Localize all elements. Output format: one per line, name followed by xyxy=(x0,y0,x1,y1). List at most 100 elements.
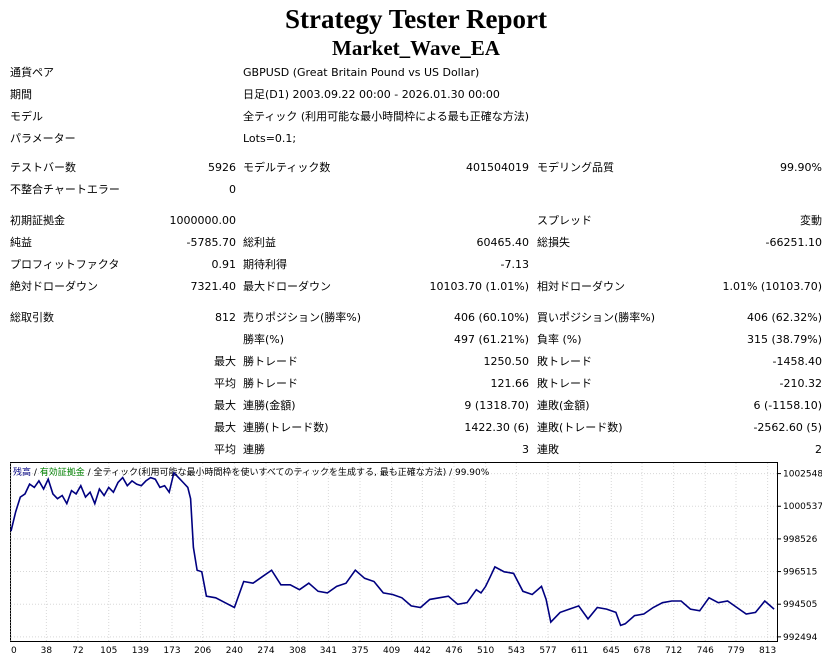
legend-part: / 全ティック(利用可能な最小時間枠を使いすべてのティックを生成する, 最も正確… xyxy=(85,466,449,478)
largest-profit-label: 勝トレード xyxy=(243,355,298,368)
x-tick-label: 645 xyxy=(603,646,620,656)
grossloss-label: 総損失 xyxy=(537,236,570,249)
y-tick-label: 1000537 xyxy=(783,502,822,512)
model-value: 全ティック (利用可能な最小時間枠による最も正確な方法) xyxy=(243,110,530,123)
maxdd-value: 10103.70 (1.01%) xyxy=(429,280,529,293)
long-value: 406 (62.32%) xyxy=(746,311,822,324)
x-tick-label: 375 xyxy=(351,646,368,656)
grossloss-value: -66251.10 xyxy=(765,236,822,249)
absdd-label: 絶対ドローダウン xyxy=(10,280,98,293)
max-cons-profit-value: 1422.30 (6) xyxy=(464,421,529,434)
long-label: 買いポジション(勝率%) xyxy=(537,311,656,324)
x-tick-label: 611 xyxy=(571,646,588,656)
chart-legend: 残高 / 有効証拠金 / 全ティック(利用可能な最小時間枠を使いすべてのティック… xyxy=(13,466,490,478)
x-tick-label: 712 xyxy=(665,646,682,656)
grossprofit-value: 60465.40 xyxy=(476,236,530,249)
x-tick-label: 746 xyxy=(697,646,714,656)
balance-line xyxy=(10,471,775,627)
x-tick-label: 173 xyxy=(163,646,180,656)
ea-name: Market_Wave_EA xyxy=(332,36,500,60)
maximal-word: 最大 xyxy=(214,421,236,434)
maximum-word: 最大 xyxy=(214,399,236,412)
max-cons-profit-label: 連勝(トレード数) xyxy=(243,421,329,434)
x-tick-label: 105 xyxy=(100,646,117,656)
x-tick-label: 72 xyxy=(72,646,83,656)
y-tick-label: 994505 xyxy=(783,600,817,610)
y-tick-label: 996515 xyxy=(783,568,817,578)
period-value: 日足(D1) 2003.09.22 00:00 - 2026.01.30 00:… xyxy=(243,88,500,101)
pf-value: 0.91 xyxy=(211,258,237,271)
absdd-value: 7321.40 xyxy=(190,280,237,293)
legend-part: / xyxy=(31,468,40,478)
spread-value: 変動 xyxy=(800,214,822,227)
avg-cons-wins-value: 3 xyxy=(522,443,529,456)
legend-part: 有効証拠金 xyxy=(40,466,85,478)
largest-word: 最大 xyxy=(214,355,236,368)
trades-value: 812 xyxy=(215,311,236,324)
y-tick-label: 998526 xyxy=(783,535,818,545)
loss-trades-value: 315 (38.79%) xyxy=(746,333,822,346)
x-tick-label: 240 xyxy=(226,646,243,656)
max-cons-loss-label: 連敗(トレード数) xyxy=(537,421,623,434)
x-tick-label: 0 xyxy=(11,646,17,656)
symbol-label: 通貨ペア xyxy=(10,66,54,79)
quality-label: モデリング品質 xyxy=(537,161,614,174)
y-axis-labels: 992494 994505 996515 998526 1000537 1002548 xyxy=(783,470,822,643)
max-cons-loss-value: -2562.60 (5) xyxy=(753,421,822,434)
plot-frame xyxy=(10,462,778,642)
avg-cons-losses-label: 連敗 xyxy=(537,443,559,456)
avg-loss-value: -210.32 xyxy=(779,377,822,390)
trades-label: 総取引数 xyxy=(10,311,54,324)
profit-trades-value: 497 (61.21%) xyxy=(453,333,529,346)
payoff-value: -7.13 xyxy=(500,258,529,271)
y-tick-label: 992494 xyxy=(783,633,818,643)
reldd-value: 1.01% (10103.70) xyxy=(722,280,822,293)
x-tick-label: 442 xyxy=(414,646,431,656)
x-tick-label: 678 xyxy=(633,646,650,656)
largest-loss-label: 敗トレード xyxy=(537,355,592,368)
mismatch-label: 不整合チャートエラー xyxy=(10,183,120,196)
x-tick-label: 206 xyxy=(194,646,211,656)
avg-cons-wins-label: 連勝 xyxy=(243,443,265,456)
deposit-label: 初期証拠金 xyxy=(10,214,65,227)
report-title: Strategy Tester Report xyxy=(285,4,547,34)
x-tick-label: 274 xyxy=(257,646,274,656)
bars-label: テストバー数 xyxy=(10,161,76,174)
pf-label: プロフィットファクタ xyxy=(10,258,120,271)
x-axis-labels: 0 38 72 105 139 173 206 240 274 308 341 375 409 442 47… xyxy=(11,646,776,656)
x-tick-label: 510 xyxy=(477,646,494,656)
ticks-value: 401504019 xyxy=(466,161,529,174)
bars-value: 5926 xyxy=(208,161,236,174)
ticks-label: モデルティック数 xyxy=(243,161,331,174)
y-tick-label: 1002548 xyxy=(783,470,822,480)
x-tick-label: 476 xyxy=(445,646,462,656)
avg-cons-word: 平均 xyxy=(214,443,236,456)
profit-trades-label: 勝率(%) xyxy=(243,333,285,346)
netprofit-value: -5785.70 xyxy=(186,236,236,249)
average-word: 平均 xyxy=(214,377,236,390)
model-label: モデル xyxy=(10,110,43,123)
x-tick-label: 341 xyxy=(320,646,337,656)
maxdd-label: 最大ドローダウン xyxy=(243,280,331,293)
mismatch-value: 0 xyxy=(229,183,236,196)
x-tick-label: 38 xyxy=(41,646,53,656)
largest-profit-value: 1250.50 xyxy=(483,355,530,368)
max-cons-losses-label: 連敗(金額) xyxy=(537,399,590,412)
x-tick-label: 308 xyxy=(289,646,306,656)
x-tick-label: 409 xyxy=(383,646,400,656)
symbol-value: GBPUSD (Great Britain Pound vs US Dollar… xyxy=(243,66,480,79)
balance-chart: 992494 994505 996515 998526 1000537 1002548 0… xyxy=(10,462,822,656)
avg-profit-value: 121.66 xyxy=(490,377,530,390)
max-cons-losses-value: 6 (-1158.10) xyxy=(753,399,822,412)
deposit-value: 1000000.00 xyxy=(169,214,236,227)
payoff-label: 期待利得 xyxy=(243,258,287,271)
legend-part: 残高 xyxy=(13,466,31,478)
max-cons-wins-label: 連勝(金額) xyxy=(243,399,296,412)
netprofit-label: 純益 xyxy=(10,236,32,249)
max-cons-wins-value: 9 (1318.70) xyxy=(464,399,529,412)
avg-profit-label: 勝トレード xyxy=(243,377,298,390)
chart-grid xyxy=(10,463,781,641)
spread-label: スプレッド xyxy=(537,214,592,227)
reldd-label: 相対ドローダウン xyxy=(537,280,625,293)
short-value: 406 (60.10%) xyxy=(453,311,529,324)
